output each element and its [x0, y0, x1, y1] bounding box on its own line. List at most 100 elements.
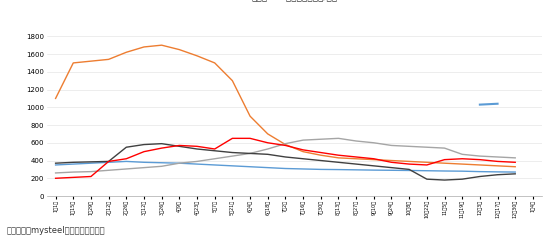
2022年 [176, 162, 183, 165]
2021年 [87, 60, 94, 63]
2021年 [406, 160, 412, 163]
2020年 [300, 167, 306, 170]
2020年 [70, 163, 76, 166]
2023年 [459, 178, 465, 181]
2020年 [476, 170, 483, 173]
2020年 [123, 160, 130, 163]
2022年 [106, 169, 112, 172]
2024年 [371, 157, 377, 160]
2021年 [70, 61, 76, 64]
2022年 [247, 152, 254, 155]
2020年 [459, 170, 465, 173]
2020年 [406, 169, 412, 172]
2024年 [158, 147, 165, 150]
2022年 [123, 167, 130, 170]
2021年 [141, 45, 147, 48]
2022年 [353, 140, 360, 143]
2023年 [87, 160, 94, 163]
2021年 [424, 161, 430, 164]
2021年 [52, 97, 59, 100]
2023年 [229, 151, 235, 154]
2023年 [424, 178, 430, 181]
2021年 [176, 48, 183, 51]
2023年 [52, 162, 59, 165]
2024年 [176, 144, 183, 147]
2020年 [335, 168, 342, 171]
2023年 [141, 143, 147, 146]
2024年 [441, 158, 448, 161]
2024年 [476, 158, 483, 161]
Line: 2020年: 2020年 [56, 161, 515, 172]
Text: 资料来源：mysteel、新湖期货研究所: 资料来源：mysteel、新湖期货研究所 [7, 226, 105, 235]
2020年 [87, 162, 94, 165]
2020年 [371, 169, 377, 172]
2021年 [194, 54, 200, 57]
2024年 [335, 154, 342, 157]
2021年 [353, 157, 360, 160]
2021年 [247, 115, 254, 118]
2020年 [441, 170, 448, 173]
2022年 [70, 171, 76, 174]
2022年 [52, 172, 59, 174]
2021年 [371, 158, 377, 161]
2022年 [512, 156, 519, 159]
2024年 [300, 148, 306, 151]
2024年 [424, 164, 430, 166]
2020年 [494, 170, 501, 173]
2023年 [265, 153, 271, 156]
2020年 [194, 163, 200, 166]
2024年 [123, 157, 130, 160]
2022年 [335, 137, 342, 140]
2021年 [459, 163, 465, 166]
2024年 [52, 177, 59, 180]
2022年 [494, 156, 501, 159]
2023年 [282, 156, 289, 159]
2021年 [512, 165, 519, 168]
2020年 [512, 171, 519, 174]
2023年 [317, 159, 324, 162]
2023年 [388, 166, 395, 169]
Line: 2023年: 2023年 [56, 144, 515, 180]
2021年 [317, 154, 324, 157]
2021年 [265, 132, 271, 135]
2021年 [335, 156, 342, 159]
2020年 [247, 165, 254, 168]
2022年 [229, 155, 235, 158]
2024年 [229, 137, 235, 140]
2022年 [459, 153, 465, 156]
2024年 [141, 150, 147, 153]
2024年 [70, 176, 76, 179]
2021年 [388, 159, 395, 162]
2021年 [106, 58, 112, 61]
2020年 [176, 162, 183, 165]
2023年 [123, 146, 130, 149]
2021年 [282, 143, 289, 146]
2024年 [265, 141, 271, 144]
2022年 [441, 147, 448, 150]
2022年 [300, 139, 306, 142]
2023年 [247, 152, 254, 155]
2022年 [282, 142, 289, 145]
2020年 [388, 169, 395, 172]
2022年 [194, 160, 200, 163]
2020年 [141, 161, 147, 164]
2020年 [353, 168, 360, 171]
2023年 [158, 142, 165, 145]
2022年 [87, 170, 94, 173]
2022年 [211, 157, 218, 160]
Line: 2021年: 2021年 [56, 45, 515, 167]
2023年 [194, 148, 200, 151]
2024年 [247, 137, 254, 140]
2024年 [194, 145, 200, 148]
2023年 [211, 149, 218, 152]
2021年 [123, 51, 130, 54]
2023年 [335, 161, 342, 164]
2023年 [441, 179, 448, 182]
2020年 [52, 164, 59, 166]
Line: 2022年: 2022年 [56, 138, 515, 173]
2023年 [353, 163, 360, 166]
2023年 [70, 161, 76, 164]
2021年 [441, 162, 448, 165]
2022年 [265, 148, 271, 151]
2024年 [87, 175, 94, 178]
